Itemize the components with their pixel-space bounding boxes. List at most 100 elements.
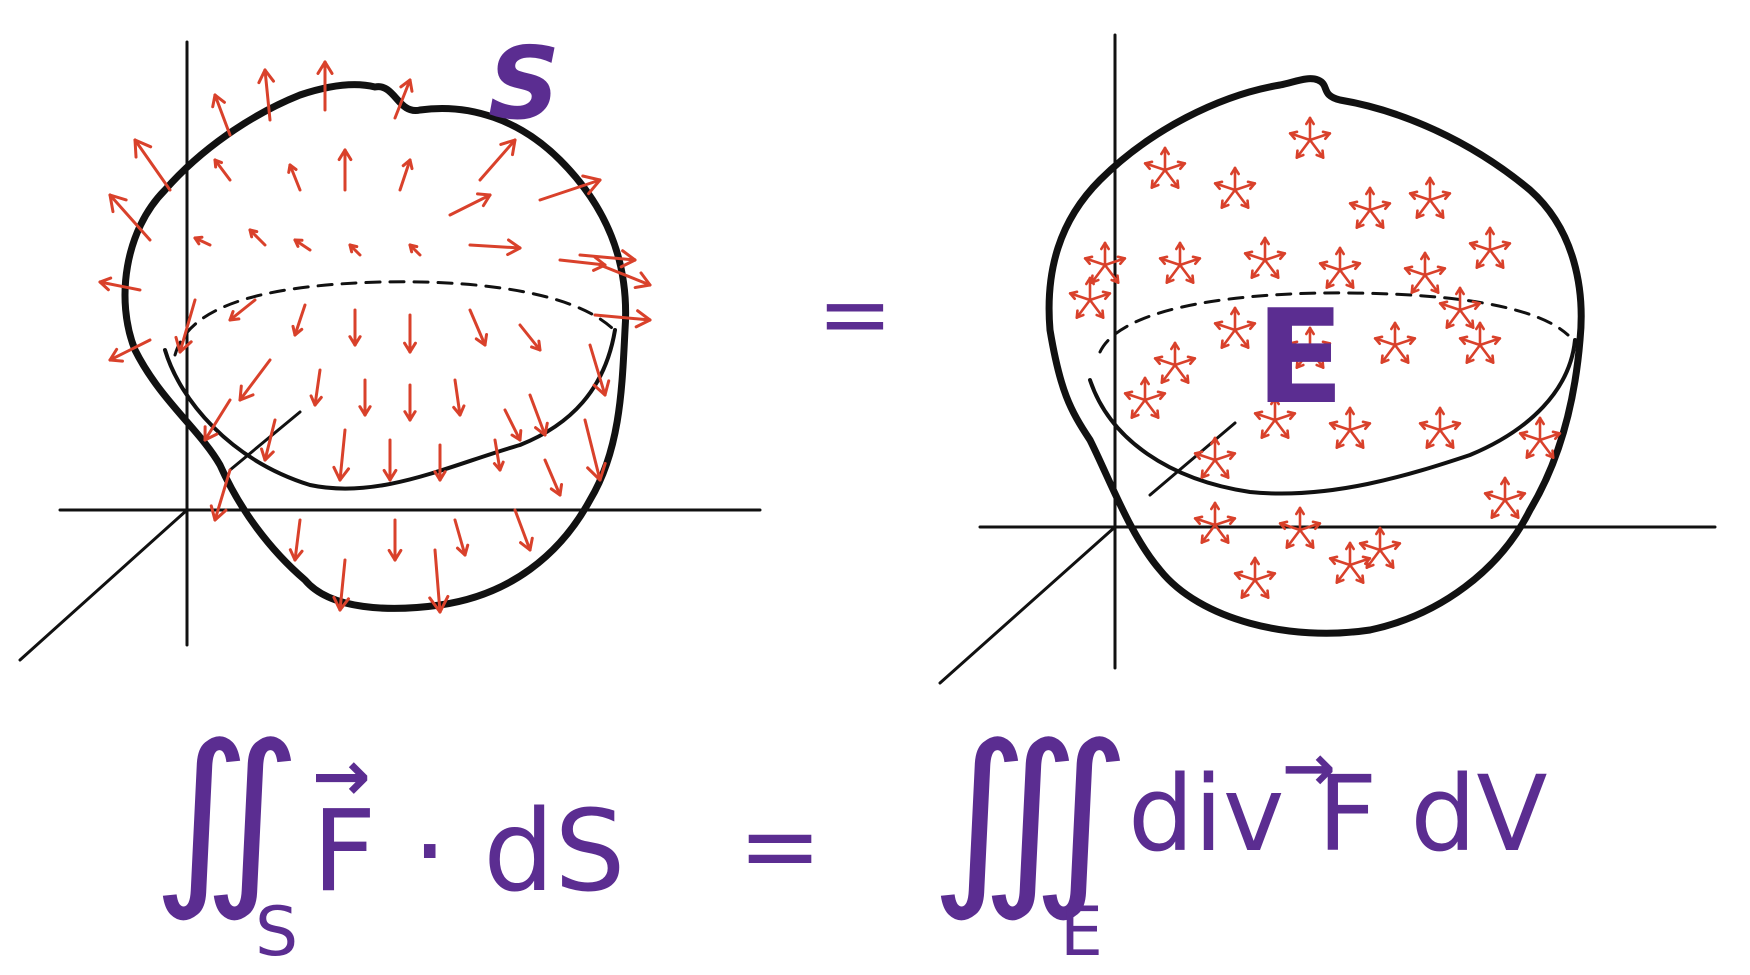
divergence-source xyxy=(1068,276,1112,319)
source-arrow xyxy=(1220,188,1237,209)
normal-vector xyxy=(468,308,489,347)
normal-vector xyxy=(316,60,334,112)
lhs-integrand: F · dS xyxy=(312,787,625,917)
normal-vector xyxy=(452,378,466,417)
formula-equals: = xyxy=(738,787,822,904)
source-arrow xyxy=(1210,501,1220,527)
divergence-source xyxy=(1083,241,1127,284)
source-arrow xyxy=(1348,428,1365,449)
source-arrow xyxy=(1415,198,1432,219)
normal-vector xyxy=(287,163,302,192)
normal-vector xyxy=(174,298,197,354)
source-arrow xyxy=(1100,241,1110,267)
normal-vector xyxy=(408,243,422,257)
source-arrow xyxy=(1213,180,1237,192)
normal-vector xyxy=(398,158,414,192)
region-equator-back xyxy=(1098,291,1570,354)
surface-equator-back xyxy=(173,280,614,357)
lhs-double-integral: ∬ xyxy=(152,704,302,925)
normal-vector xyxy=(528,393,549,437)
normal-vector xyxy=(513,508,534,552)
surface-equator-front xyxy=(163,328,617,491)
normal-vector xyxy=(558,255,607,272)
source-arrow xyxy=(1250,258,1267,279)
source-arrow xyxy=(1368,208,1385,229)
source-arrow xyxy=(1335,563,1352,584)
rhs-triple-integral: ∭ xyxy=(930,704,1131,925)
source-arrow xyxy=(1348,200,1372,212)
source-arrow xyxy=(1368,200,1392,212)
rhs-integrand: div F dV xyxy=(1128,753,1548,875)
source-arrow xyxy=(1178,255,1202,267)
source-arrow xyxy=(1278,520,1302,532)
source-arrow xyxy=(1285,528,1302,549)
divergence-source xyxy=(1483,476,1527,519)
normal-vector xyxy=(428,548,450,614)
source-arrow xyxy=(1200,458,1217,479)
normal-vector xyxy=(332,428,351,482)
source-arrow xyxy=(1178,263,1195,284)
source-arrow xyxy=(1308,130,1332,142)
normal-vector xyxy=(211,93,232,137)
source-arrow xyxy=(1535,416,1545,442)
source-arrow xyxy=(1130,398,1147,419)
normal-vector xyxy=(209,468,232,522)
source-arrow xyxy=(1230,306,1240,332)
source-arrow xyxy=(1143,398,1160,419)
source-arrow xyxy=(1210,436,1220,462)
source-arrow xyxy=(1298,520,1322,532)
normal-vector-field xyxy=(98,60,652,614)
source-arrow xyxy=(1488,248,1505,269)
normal-vector xyxy=(478,138,517,182)
source-arrow xyxy=(1288,340,1312,352)
lhs-vector-arrow: → xyxy=(312,735,371,817)
source-arrow xyxy=(1445,308,1462,329)
source-arrow xyxy=(1295,506,1305,532)
source-arrow xyxy=(1425,176,1435,202)
source-arrow xyxy=(1273,410,1297,422)
divergence-source xyxy=(1418,406,1462,449)
source-arrow xyxy=(1090,263,1107,284)
normal-vector xyxy=(358,378,372,417)
region-label: E xyxy=(1256,281,1345,433)
source-arrow xyxy=(1088,298,1105,319)
source-arrow xyxy=(1140,376,1150,402)
surface-s xyxy=(121,81,630,612)
divergence-source xyxy=(1288,116,1332,159)
source-arrow xyxy=(1143,390,1167,402)
source-arrow xyxy=(1485,226,1495,252)
normal-vector xyxy=(387,518,403,562)
normal-vector xyxy=(309,368,323,407)
normal-vector xyxy=(293,238,312,252)
source-arrow xyxy=(1538,430,1562,442)
normal-vector xyxy=(260,418,277,462)
divergence-source xyxy=(1143,146,1187,189)
source-arrow xyxy=(1408,190,1432,202)
source-arrow xyxy=(1263,258,1280,279)
source-arrow xyxy=(1410,273,1427,294)
source-arrow xyxy=(1173,363,1190,384)
normal-vector xyxy=(291,303,307,337)
source-arrow xyxy=(1170,341,1180,367)
normal-vector xyxy=(348,243,362,257)
rhs-vector-arrow: → xyxy=(1282,732,1336,806)
normal-vector xyxy=(492,438,505,472)
source-arrow xyxy=(1273,418,1290,439)
divergence-source xyxy=(1373,321,1417,364)
divergence-source xyxy=(1318,246,1362,289)
source-arrow xyxy=(1260,418,1277,439)
divergence-source xyxy=(1233,556,1277,599)
source-arrow xyxy=(1253,410,1277,422)
divergence-source xyxy=(1123,376,1167,419)
source-arrow xyxy=(1518,430,1542,442)
source-arrow xyxy=(1193,450,1217,462)
left-panel: S xyxy=(18,25,762,662)
source-arrow xyxy=(1438,428,1455,449)
source-arrow xyxy=(1213,515,1237,527)
source-arrow xyxy=(1240,578,1257,599)
source-arrow xyxy=(1233,320,1257,332)
right-panel: E xyxy=(938,33,1717,685)
right-axes xyxy=(938,33,1717,685)
source-arrow xyxy=(1075,298,1092,319)
